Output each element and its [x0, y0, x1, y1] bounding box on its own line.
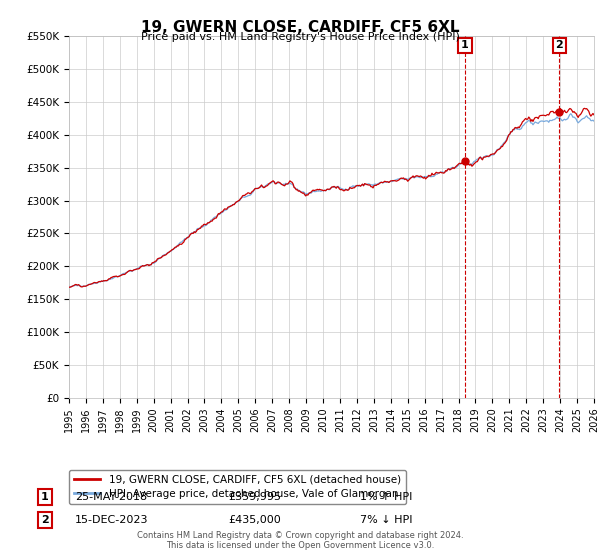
Text: 15-DEC-2023: 15-DEC-2023 [75, 515, 149, 525]
Text: 2: 2 [41, 515, 49, 525]
Text: £435,000: £435,000 [228, 515, 281, 525]
Text: Contains HM Land Registry data © Crown copyright and database right 2024.
This d: Contains HM Land Registry data © Crown c… [137, 530, 463, 550]
Text: 1: 1 [461, 40, 469, 50]
Text: 2: 2 [556, 40, 563, 50]
Text: 25-MAY-2018: 25-MAY-2018 [75, 492, 147, 502]
Text: £359,995: £359,995 [228, 492, 281, 502]
Text: 1% ↑ HPI: 1% ↑ HPI [360, 492, 412, 502]
Text: 1: 1 [41, 492, 49, 502]
Legend: 19, GWERN CLOSE, CARDIFF, CF5 6XL (detached house), HPI: Average price, detached: 19, GWERN CLOSE, CARDIFF, CF5 6XL (detac… [69, 470, 406, 504]
Text: 7% ↓ HPI: 7% ↓ HPI [360, 515, 413, 525]
Text: Price paid vs. HM Land Registry's House Price Index (HPI): Price paid vs. HM Land Registry's House … [140, 32, 460, 42]
Text: 19, GWERN CLOSE, CARDIFF, CF5 6XL: 19, GWERN CLOSE, CARDIFF, CF5 6XL [141, 20, 459, 35]
